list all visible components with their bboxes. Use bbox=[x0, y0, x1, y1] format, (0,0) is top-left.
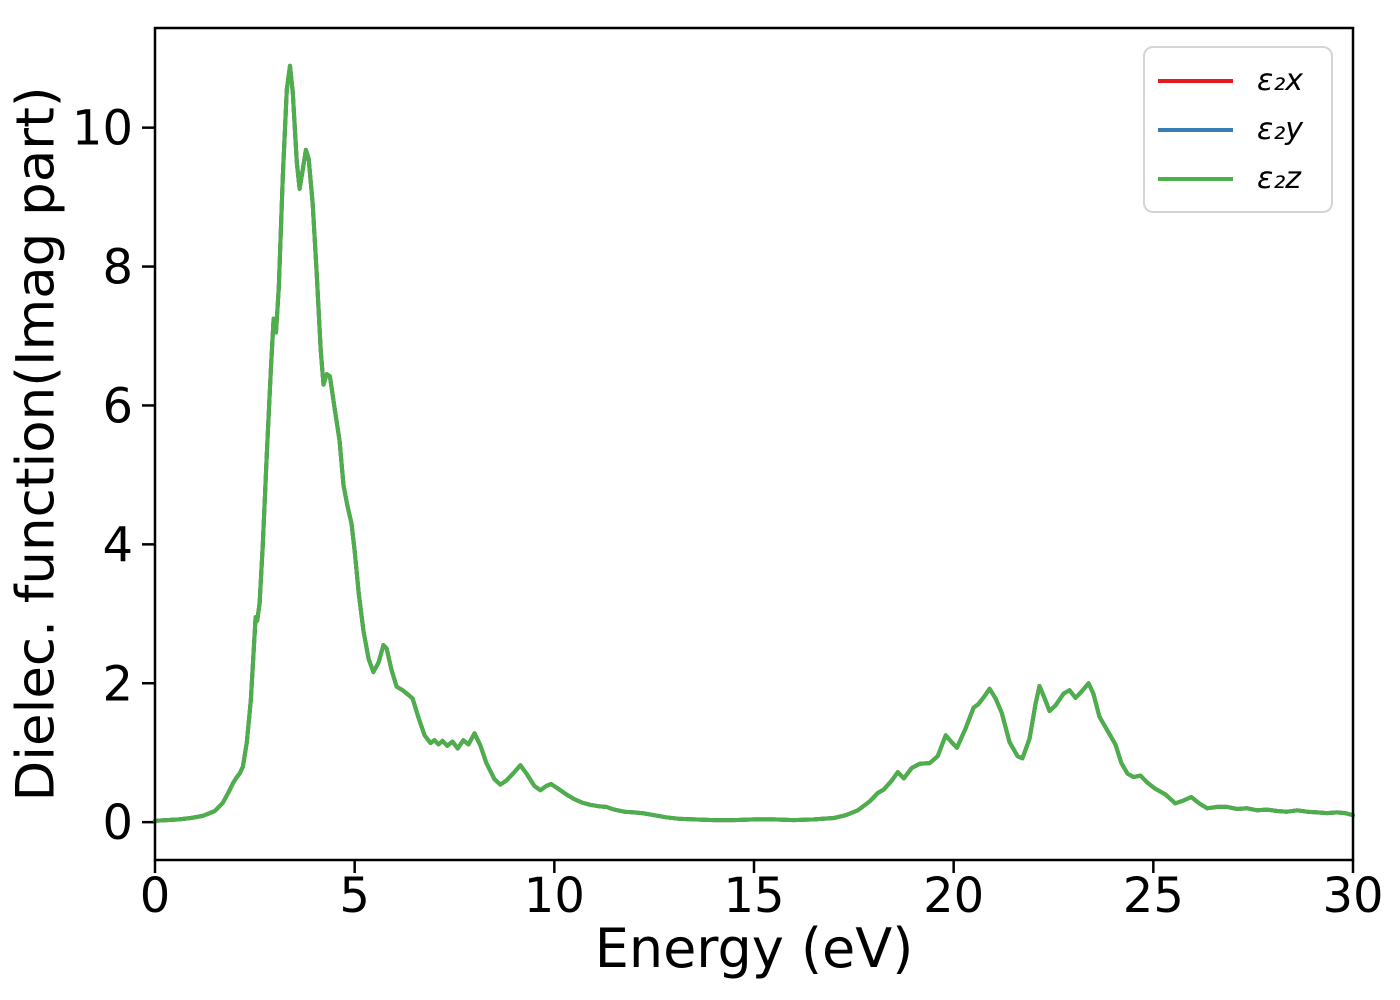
legend-item-e2z: ε₂z bbox=[1158, 160, 1321, 196]
y-tick-label: 4 bbox=[102, 517, 133, 573]
legend-label-e2x: ε₂x bbox=[1257, 62, 1303, 98]
legend-item-e2x: ε₂x bbox=[1158, 62, 1321, 98]
x-tick-label: 25 bbox=[1123, 868, 1184, 924]
legend-swatch-e2y bbox=[1158, 127, 1233, 132]
x-tick-label: 20 bbox=[923, 868, 984, 924]
legend-label-e2y: ε₂y bbox=[1257, 111, 1303, 147]
legend: ε₂x ε₂y ε₂z bbox=[1143, 46, 1333, 213]
legend-item-e2y: ε₂y bbox=[1158, 111, 1321, 147]
x-tick-label: 30 bbox=[1322, 868, 1383, 924]
legend-swatch-e2z bbox=[1158, 176, 1233, 181]
y-tick-label: 8 bbox=[102, 240, 133, 296]
y-axis-label: Dielec. function(Imag part) bbox=[5, 86, 67, 802]
y-tick-label: 2 bbox=[102, 656, 133, 712]
y-tick-label: 6 bbox=[102, 378, 133, 434]
legend-label-e2z: ε₂z bbox=[1257, 160, 1301, 196]
y-tick-label: 10 bbox=[72, 101, 133, 157]
y-tick-label: 0 bbox=[102, 795, 133, 851]
x-tick-label: 15 bbox=[723, 868, 784, 924]
plot-spines bbox=[153, 26, 1355, 862]
x-tick-label: 0 bbox=[140, 868, 171, 924]
x-tick-label: 10 bbox=[524, 868, 585, 924]
x-axis-label: Energy (eV) bbox=[594, 917, 914, 980]
x-tick-label: 5 bbox=[339, 868, 370, 924]
series-line-ε₂z bbox=[153, 63, 1355, 823]
legend-swatch-e2x bbox=[1158, 78, 1233, 83]
